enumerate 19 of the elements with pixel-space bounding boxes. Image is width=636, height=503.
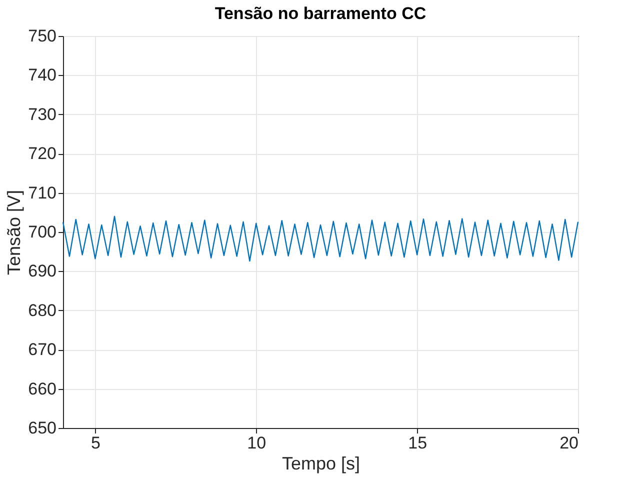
x-tick-label: 15: [408, 434, 428, 452]
y-tick-label: 700: [28, 222, 56, 242]
y-tick-label: 740: [28, 66, 56, 85]
line-series: [62, 216, 579, 262]
x-tick-label: 20: [560, 434, 578, 452]
y-tick-label: 710: [28, 183, 56, 202]
y-tick-label: 730: [28, 104, 56, 124]
y-tick-label: 720: [28, 144, 56, 164]
y-axis-title: Tensão [V]: [4, 190, 24, 276]
x-axis-title: Tempo [s]: [282, 454, 360, 474]
y-tick-label: 670: [28, 340, 56, 360]
y-tick-label: 680: [28, 300, 56, 320]
y-tick-label: 750: [28, 26, 56, 46]
x-tick-label: 10: [247, 434, 266, 452]
y-tick-label: 690: [28, 262, 56, 281]
y-tick-label: 660: [28, 379, 56, 398]
x-tick-label: 5: [90, 434, 100, 452]
chart-title: Tensão no barramento CC: [214, 4, 426, 23]
y-tick-label: 650: [28, 418, 56, 438]
